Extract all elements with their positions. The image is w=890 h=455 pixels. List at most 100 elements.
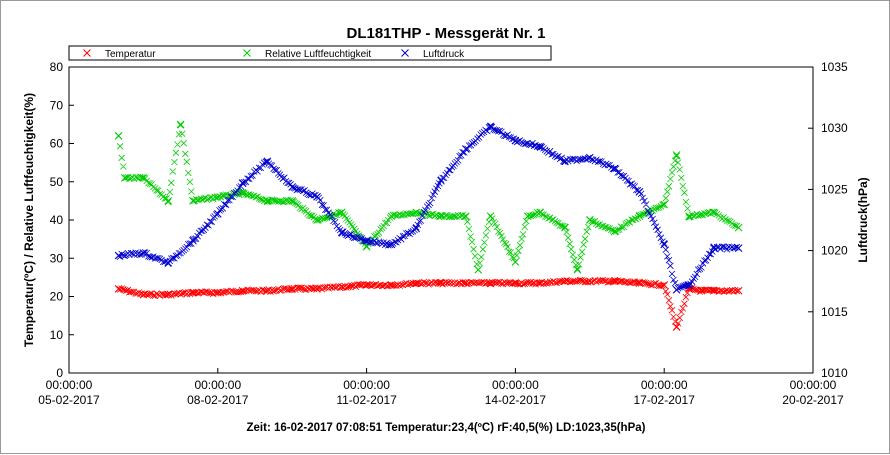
- x-tick-time: 00:00:00: [641, 378, 688, 392]
- data-point: [387, 212, 396, 221]
- data-point: [412, 208, 421, 217]
- data-point: [486, 279, 495, 287]
- data-point: [139, 249, 148, 257]
- right-tick-label: 1025: [821, 182, 848, 196]
- x-tick-date: 14-02-2017: [485, 393, 547, 407]
- data-point: [685, 281, 693, 289]
- data-point: [486, 123, 495, 131]
- data-point: [672, 323, 681, 331]
- x-tick-time: 00:00:00: [492, 378, 539, 392]
- data-point: [585, 216, 594, 224]
- data-point: [362, 281, 371, 289]
- legend-marker: [401, 49, 409, 57]
- x-tick-date: 05-02-2017: [38, 393, 100, 407]
- data-point: [263, 197, 272, 205]
- right-tick-label: 1030: [821, 121, 848, 135]
- left-tick-label: 10: [50, 328, 64, 342]
- plot-area: [68, 66, 814, 374]
- left-tick-label: 60: [50, 137, 64, 151]
- right-tick-label: 1010: [821, 366, 848, 380]
- data-point: [139, 174, 148, 182]
- data-point: [288, 284, 297, 293]
- data-point: [734, 223, 743, 232]
- data-point: [337, 283, 346, 291]
- left-tick-label: 0: [56, 366, 63, 380]
- x-tick-date: 11-02-2017: [336, 393, 397, 407]
- data-point: [437, 279, 445, 287]
- data-point: [412, 279, 421, 287]
- x-tick-date: 08-02-2017: [187, 393, 249, 407]
- data-point: [511, 279, 520, 287]
- data-point: [437, 212, 445, 221]
- data-point: [164, 290, 173, 299]
- data-point: [164, 197, 173, 205]
- data-point: [536, 208, 545, 217]
- data-point: [585, 277, 594, 286]
- legend-entry: Temperatur: [83, 49, 156, 60]
- left-tick-label: 50: [50, 175, 64, 189]
- legend-label: Luftdruck: [423, 49, 465, 60]
- x-tick-time: 00:00:00: [790, 378, 837, 392]
- x-tick-time: 00:00:00: [343, 378, 390, 392]
- series-Relative Luftfeuchtigkeit: [114, 120, 743, 274]
- series-trace: [115, 122, 741, 294]
- data-point: [263, 157, 272, 166]
- legend-marker: [83, 49, 91, 57]
- data-point: [238, 286, 247, 295]
- data-point: [189, 236, 197, 245]
- data-point: [697, 286, 706, 295]
- data-point: [610, 164, 619, 173]
- right-tick-label: 1015: [821, 305, 848, 319]
- legend-entry: Luftdruck: [401, 49, 465, 60]
- data-point: [561, 157, 569, 166]
- data-point: [238, 189, 247, 198]
- data-point: [114, 131, 123, 140]
- data-point: [635, 279, 644, 287]
- chart-title: DL181THP - Messgerät Nr. 1: [347, 25, 546, 42]
- data-point: [362, 236, 371, 245]
- x-tick-date: 20-02-2017: [782, 393, 844, 407]
- series-Temperatur: [114, 276, 743, 331]
- series-trace: [115, 276, 741, 330]
- legend-marker: [243, 49, 251, 57]
- data-point: [313, 192, 321, 201]
- data-point: [461, 279, 470, 287]
- data-point: [585, 153, 594, 162]
- data-point: [313, 216, 321, 224]
- legend-entry: Relative Luftfeuchtigkeit: [243, 49, 371, 60]
- data-point: [672, 151, 681, 159]
- data-point: [337, 208, 346, 217]
- data-point: [120, 174, 129, 182]
- data-point: [288, 197, 297, 205]
- data-point: [313, 284, 321, 293]
- left-tick-label: 70: [50, 98, 64, 112]
- data-point: [561, 223, 569, 232]
- data-point: [288, 183, 297, 191]
- data-point: [189, 288, 197, 297]
- x-tick-time: 00:00:00: [46, 378, 93, 392]
- x-tick-time: 00:00:00: [194, 378, 241, 392]
- data-point: [511, 258, 520, 266]
- data-point: [536, 279, 545, 287]
- status-line: Zeit: 16-02-2017 07:08:51 Temperatur:23,…: [247, 422, 646, 434]
- data-point: [660, 200, 669, 209]
- left-tick-label: 80: [50, 60, 64, 74]
- data-point: [734, 244, 743, 253]
- data-point: [511, 136, 520, 145]
- left-tick-label: 20: [50, 290, 64, 304]
- data-point: [337, 228, 346, 237]
- right-axis-label: Luftdruck(hPa): [856, 177, 870, 262]
- data-point: [709, 286, 718, 295]
- left-axis-label: Temperatur(ºC) / Relative Luftfeuchtigke…: [22, 93, 36, 347]
- data-point: [139, 290, 148, 299]
- left-tick-label: 30: [50, 251, 64, 265]
- series-trace: [115, 122, 741, 274]
- data-point: [610, 277, 619, 286]
- data-point: [114, 284, 123, 293]
- data-point: [189, 197, 197, 205]
- legend: Temperatur Relative Luftfeuchtigkeit Luftd…: [68, 45, 552, 61]
- data-point: [523, 212, 532, 221]
- right-axis: 1010 1015 1020 1025 1030 1035: [808, 60, 848, 380]
